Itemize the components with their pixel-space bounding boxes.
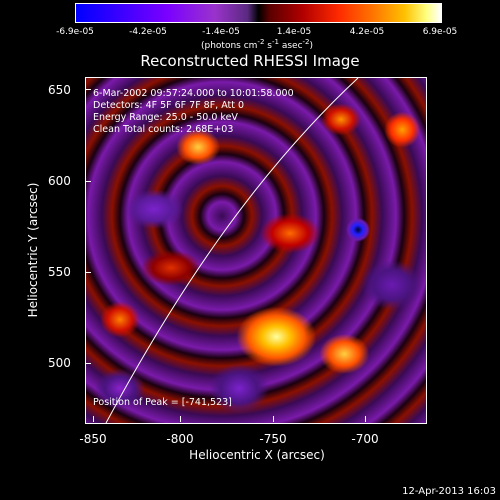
x-tick-mark [93,416,94,422]
x-axis-label: Heliocentric X (arcsec) [189,448,325,462]
x-tick-mark [365,416,366,422]
timestamp: 12-Apr-2013 16:03 [402,486,496,497]
solar-limb-line [105,78,359,423]
y-tick-mark [85,89,91,90]
colorbar [75,3,442,23]
rhessi-image [85,77,427,424]
colorbar-tick: 1.4e-05 [276,27,312,37]
colorbar-tick: 4.2e-05 [349,27,385,37]
x-tick-label: -750 [259,432,287,446]
y-tick-label: 550 [48,265,71,279]
y-tick-mark [85,363,91,364]
x-tick-label: -800 [166,432,194,446]
x-tick-mark [273,416,274,422]
y-tick-label: 500 [48,356,71,370]
colorbar-tick: -1.4e-05 [202,27,240,37]
detectors-text: Detectors: 4F 5F 6F 7F 8F, Att 0 [93,100,245,111]
plot-title: Reconstructed RHESSI Image [140,52,360,70]
x-tick-label: -850 [79,432,107,446]
energy-range-text: Energy Range: 25.0 - 50.0 keV [93,112,238,123]
time-range-text: 6-Mar-2002 09:57:24.000 to 10:01:58.000 [93,88,294,99]
y-tick-mark [85,272,91,273]
x-tick-label: -700 [351,432,379,446]
colorbar-tick: -6.9e-05 [56,27,94,37]
clean-counts-text: Clean Total counts: 2.68E+03 [93,124,234,135]
colorbar-tick: -4.2e-05 [129,27,167,37]
colorbar-units: (photons cm-2 s-1 asec-2) [200,38,314,51]
peak-position-text: Position of Peak = [-741,523] [93,397,232,408]
y-tick-label: 600 [48,174,71,188]
x-tick-mark [180,416,181,422]
y-axis-label: Heliocentric Y (arcsec) [26,182,40,318]
y-tick-mark [85,181,91,182]
y-tick-label: 650 [48,83,71,97]
colorbar-tick: 6.9e-05 [422,27,458,37]
